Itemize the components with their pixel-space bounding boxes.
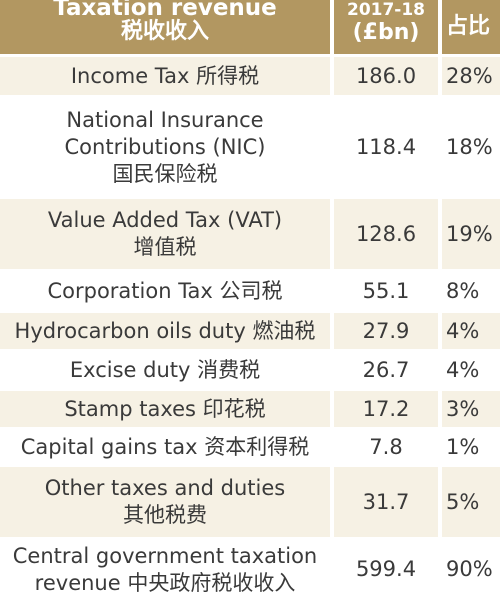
tax-amount: 55.1 bbox=[334, 271, 438, 311]
tax-share: 90% bbox=[442, 539, 500, 600]
tax-name: Stamp taxes 印花税 bbox=[0, 391, 330, 427]
tax-name: National Insurance Contributions (NIC) 国… bbox=[0, 97, 330, 197]
table-row: Income Tax 所得税 186.0 28% bbox=[0, 57, 500, 95]
tax-name: Hydrocarbon oils duty 燃油税 bbox=[0, 313, 330, 349]
tax-share: 5% bbox=[442, 467, 500, 537]
tax-name: Value Added Tax (VAT) 增值税 bbox=[0, 199, 330, 269]
tax-amount: 599.4 bbox=[334, 539, 438, 600]
tax-name: Central government taxation revenue 中央政府… bbox=[0, 539, 330, 600]
tax-share: 1% bbox=[442, 429, 500, 465]
header-category-zh: 税收收入 bbox=[120, 19, 209, 44]
tax-share: 19% bbox=[442, 199, 500, 269]
tax-share: 28% bbox=[442, 57, 500, 95]
table-row: Excise duty 消费税 26.7 4% bbox=[0, 351, 500, 389]
tax-share: 4% bbox=[442, 351, 500, 389]
header-unit: (£bn) bbox=[352, 19, 420, 45]
header-year: 2017-18 bbox=[346, 0, 426, 20]
table-row: Corporation Tax 公司税 55.1 8% bbox=[0, 271, 500, 311]
tax-name: Other taxes and duties 其他税费 bbox=[0, 467, 330, 537]
header-category-en: Taxation revenue bbox=[53, 0, 277, 21]
table-header-row: Taxation revenue 税收收入 2017-18 (£bn) 占比 bbox=[0, 0, 500, 54]
tax-share: 8% bbox=[442, 271, 500, 311]
table-row: Capital gains tax 资本利得税 7.8 1% bbox=[0, 429, 500, 465]
table-row-total: Central government taxation revenue 中央政府… bbox=[0, 539, 500, 600]
table-row: National Insurance Contributions (NIC) 国… bbox=[0, 97, 500, 197]
tax-amount: 31.7 bbox=[334, 467, 438, 537]
tax-amount: 17.2 bbox=[334, 391, 438, 427]
tax-name: Corporation Tax 公司税 bbox=[0, 271, 330, 311]
tax-share: 4% bbox=[442, 313, 500, 349]
tax-name: Capital gains tax 资本利得税 bbox=[0, 429, 330, 465]
tax-name: Excise duty 消费税 bbox=[0, 351, 330, 389]
tax-amount: 118.4 bbox=[334, 97, 438, 197]
table-row: Stamp taxes 印花税 17.2 3% bbox=[0, 391, 500, 427]
table-row: Other taxes and duties 其他税费 31.7 5% bbox=[0, 467, 500, 537]
tax-amount: 186.0 bbox=[334, 57, 438, 95]
header-share-label: 占比 bbox=[446, 14, 491, 39]
tax-amount: 128.6 bbox=[334, 199, 438, 269]
tax-share: 18% bbox=[442, 97, 500, 197]
tax-share: 3% bbox=[442, 391, 500, 427]
header-category: Taxation revenue 税收收入 bbox=[0, 0, 330, 54]
header-amount: 2017-18 (£bn) bbox=[334, 0, 438, 54]
tax-name: Income Tax 所得税 bbox=[0, 57, 330, 95]
table-row: Value Added Tax (VAT) 增值税 128.6 19% bbox=[0, 199, 500, 269]
table-row: Hydrocarbon oils duty 燃油税 27.9 4% bbox=[0, 313, 500, 349]
header-share: 占比 bbox=[442, 0, 500, 54]
tax-amount: 26.7 bbox=[334, 351, 438, 389]
tax-amount: 27.9 bbox=[334, 313, 438, 349]
tax-amount: 7.8 bbox=[334, 429, 438, 465]
